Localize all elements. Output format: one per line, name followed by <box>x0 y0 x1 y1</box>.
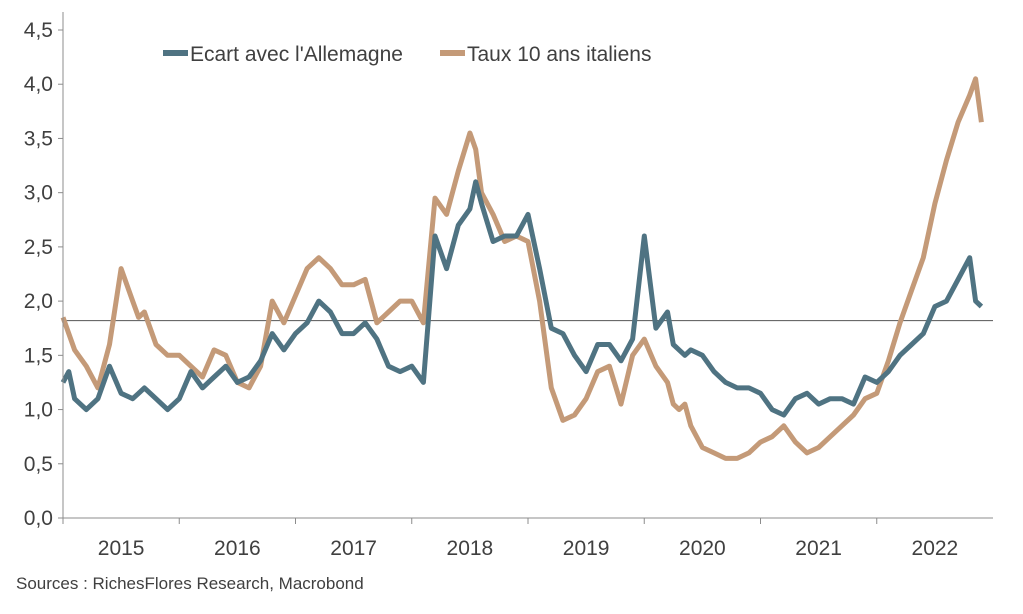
x-tick-label: 2017 <box>330 537 377 560</box>
legend-item-ecart: Ecart avec l'Allemagne <box>163 43 403 66</box>
y-tick-label: 4,0 <box>24 73 53 96</box>
y-tick-label: 0,0 <box>24 507 53 530</box>
legend-item-taux: Taux 10 ans italiens <box>440 43 651 66</box>
x-tick-label: 2016 <box>214 537 261 560</box>
x-tick-label: 2019 <box>563 537 610 560</box>
y-tick-label: 0,5 <box>24 453 53 476</box>
axis-layer: 0,0 0,5 1,0 1,5 2,0 2,5 3,0 3,5 4,0 4,5 2015 2016 20… <box>24 12 993 560</box>
legend-label-ecart: Ecart avec l'Allemagne <box>190 43 403 66</box>
series-line-ecart <box>60 179 984 418</box>
source-note: Sources : RichesFlores Research, Macrobo… <box>16 574 364 593</box>
legend-label-taux: Taux 10 ans italiens <box>467 43 651 66</box>
y-tick-label: 3,0 <box>24 182 53 205</box>
y-tick-label: 4,5 <box>24 19 53 42</box>
x-tick-label: 2020 <box>679 537 726 560</box>
x-tick-label: 2021 <box>795 537 842 560</box>
legend: Ecart avec l'Allemagne Taux 10 ans itali… <box>163 43 651 66</box>
y-tick-label: 1,0 <box>24 399 53 422</box>
x-tick-label: 2015 <box>98 537 145 560</box>
y-tick-label: 2,0 <box>24 290 53 313</box>
series-layer <box>60 76 984 461</box>
y-tick-label: 2,5 <box>24 236 53 259</box>
x-tick-label: 2018 <box>447 537 494 560</box>
y-tick-label: 3,5 <box>24 127 53 150</box>
series-line-taux <box>60 76 984 461</box>
x-tick-label: 2022 <box>912 537 959 560</box>
y-tick-label: 1,5 <box>24 344 53 367</box>
